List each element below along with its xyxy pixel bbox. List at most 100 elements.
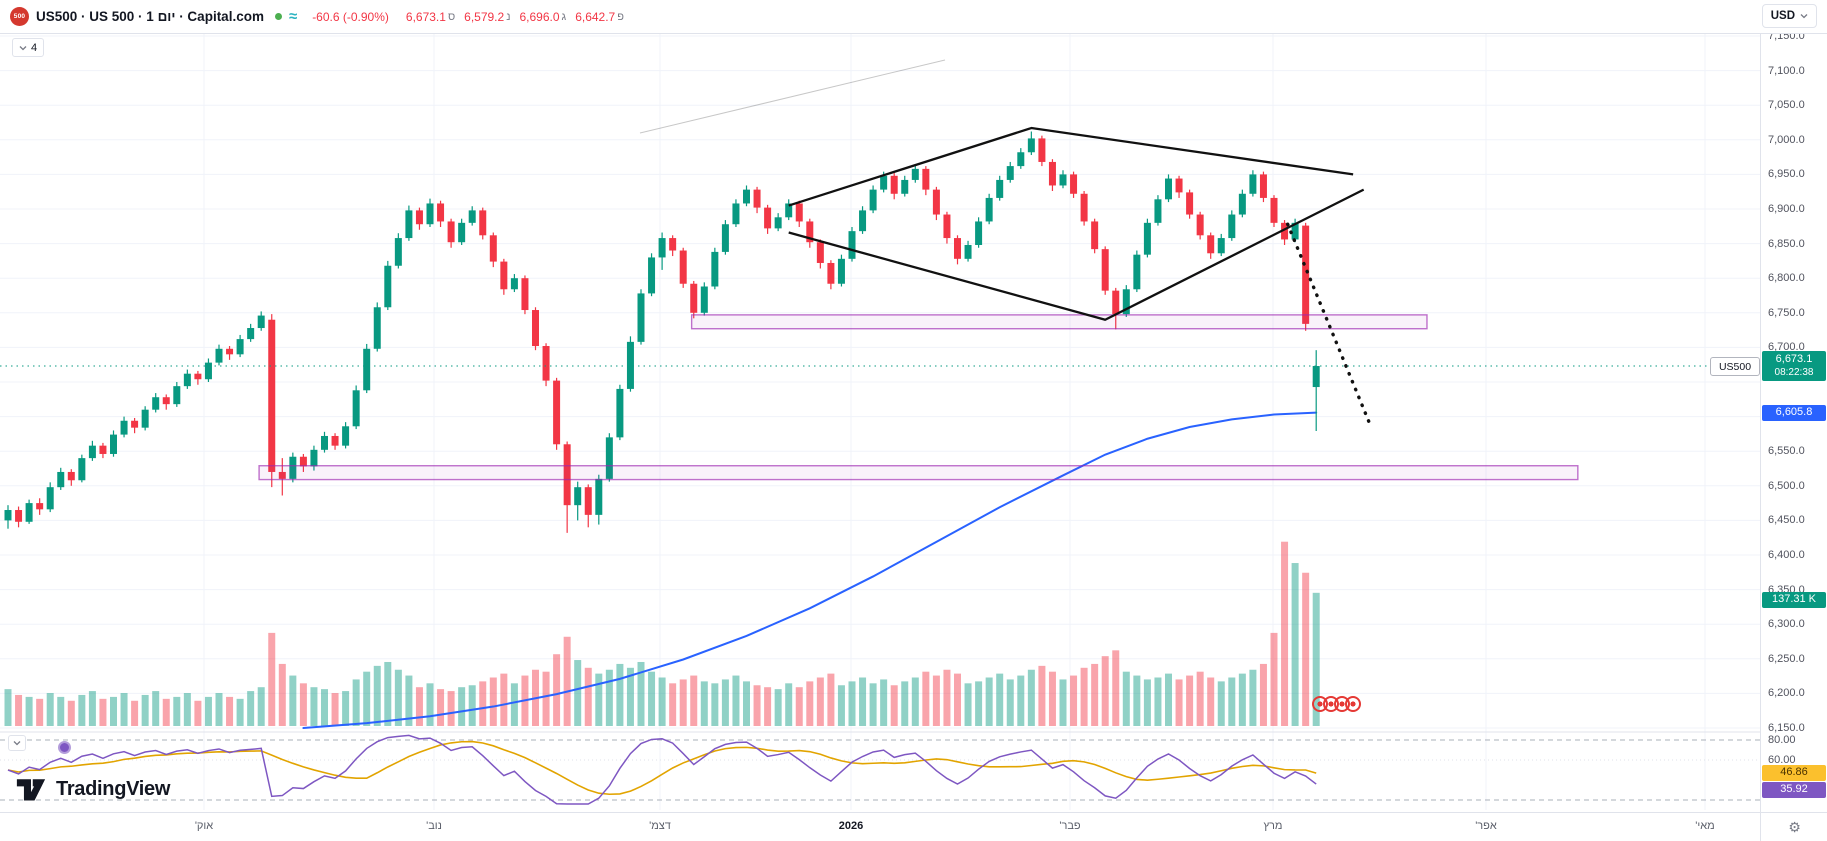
candle[interactable] [1038,138,1046,162]
candle[interactable] [479,210,487,236]
diamond-pattern-line[interactable] [788,188,1365,321]
candle[interactable] [510,278,518,290]
candle[interactable] [99,445,107,454]
candle[interactable] [975,221,983,245]
candle[interactable] [194,373,202,380]
candle[interactable] [236,339,244,355]
candle[interactable] [15,510,23,522]
candle[interactable] [321,435,328,450]
candle[interactable] [500,261,508,290]
candle[interactable] [521,278,529,311]
candle[interactable] [36,503,44,510]
candle[interactable] [711,251,719,287]
candle[interactable] [1143,222,1151,255]
price-axis[interactable]: 6,673.1 08:22:38 6,605.8 137.31 K 46.86 … [1760,30,1827,812]
candle[interactable] [426,203,434,225]
candle[interactable] [1017,152,1025,167]
candle[interactable] [911,168,919,180]
candle[interactable] [352,390,360,427]
candle[interactable] [489,235,497,262]
candle[interactable] [342,426,350,446]
ma-line[interactable] [302,411,1318,729]
candle[interactable] [1186,192,1194,215]
symbol-title[interactable]: US500 · US 500 · 1 יום · Capital.com [36,9,264,24]
candle[interactable] [1165,178,1172,200]
candle[interactable] [1207,235,1215,254]
candle[interactable] [1291,222,1299,240]
candle[interactable] [732,203,740,225]
candle[interactable] [700,286,708,313]
candle[interactable] [268,319,276,472]
candle[interactable] [1270,197,1278,223]
symbol-logo[interactable]: 500 [10,7,29,26]
candle[interactable] [215,348,223,363]
candle[interactable] [816,242,824,263]
candle[interactable] [152,397,160,410]
candle[interactable] [922,168,930,190]
candle[interactable] [880,175,888,190]
candle[interactable] [1228,214,1236,239]
candle[interactable] [985,197,993,222]
candle[interactable] [468,210,476,223]
candle[interactable] [204,362,212,380]
candle[interactable] [289,456,297,479]
candle[interactable] [415,210,423,225]
candle[interactable] [669,238,677,251]
support-zone-box[interactable] [690,314,1428,330]
currency-selector[interactable]: USD [1761,4,1817,28]
candle[interactable] [1238,193,1246,215]
candle[interactable] [637,293,645,342]
candle[interactable] [584,487,592,515]
candle[interactable] [1080,193,1088,222]
candle[interactable] [437,203,445,222]
candle[interactable] [996,179,1004,198]
candle[interactable] [1281,222,1289,240]
candle[interactable] [1312,366,1320,388]
tradingview-logo[interactable]: TradingView [14,774,170,804]
candle[interactable] [257,315,265,329]
candle[interactable] [278,471,286,479]
candle[interactable] [363,348,371,391]
candle[interactable] [67,471,75,481]
candle[interactable] [405,210,413,239]
candle[interactable] [648,257,656,294]
candle[interactable] [141,409,149,428]
candle[interactable] [384,265,392,308]
candle[interactable] [721,224,729,252]
candle[interactable] [1122,289,1130,315]
candle[interactable] [837,258,845,284]
candle[interactable] [954,238,961,259]
candle[interactable] [1249,174,1257,194]
candle[interactable] [1027,138,1035,153]
candle[interactable] [785,203,793,218]
candle[interactable] [1112,290,1120,315]
candle[interactable] [1133,254,1141,290]
indicator-legend-dot[interactable] [58,741,71,754]
candle[interactable] [890,175,898,194]
candle[interactable] [120,420,128,435]
candle[interactable] [1091,221,1099,250]
candle[interactable] [605,437,613,479]
data-wave-icon[interactable]: ≈ [288,8,298,25]
candle[interactable] [25,503,33,522]
candle[interactable] [616,388,624,438]
candle[interactable] [542,346,550,381]
candle[interactable] [57,471,65,488]
candle[interactable] [299,456,307,467]
candle[interactable] [690,283,698,313]
candle[interactable] [553,380,561,445]
candle[interactable] [795,203,803,222]
candle[interactable] [78,458,86,481]
diamond-pattern-line[interactable] [788,126,1354,207]
oscillator-line[interactable] [7,734,1317,805]
candle[interactable] [1196,214,1204,236]
candle[interactable] [1006,166,1014,180]
candle[interactable] [183,373,191,387]
red-emoji-stickers[interactable] [1312,696,1361,712]
candle[interactable] [764,207,772,229]
candle[interactable] [743,189,750,204]
candle[interactable] [964,244,972,259]
candle[interactable] [574,487,582,506]
settings-gear-icon[interactable]: ⚙ [1788,819,1801,835]
candle[interactable] [458,222,466,243]
